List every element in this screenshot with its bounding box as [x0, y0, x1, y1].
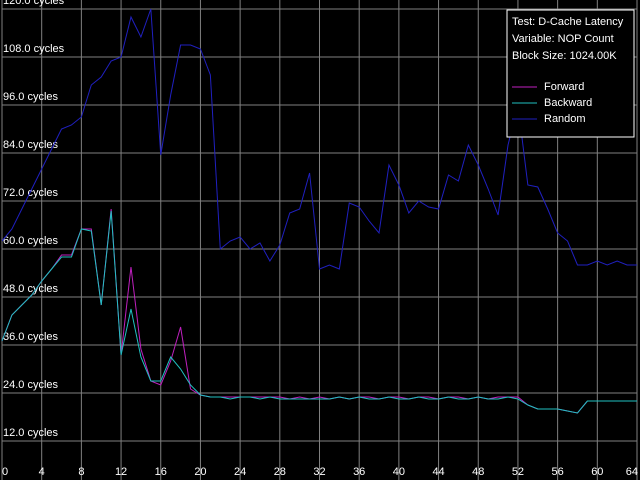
y-tick-label: 84.0 cycles	[3, 139, 59, 151]
legend-label: Backward	[544, 97, 592, 109]
x-tick-label: 4	[39, 466, 45, 478]
x-tick-label: 8	[78, 466, 84, 478]
x-tick-label: 40	[393, 466, 405, 478]
x-tick-label: 0	[2, 466, 8, 478]
data-line	[1, 210, 637, 414]
annotation: Test: D-Cache Latency	[512, 16, 624, 28]
x-tick-label: 48	[472, 466, 484, 478]
x-tick-label: 44	[432, 466, 444, 478]
data-line	[1, 8, 637, 270]
annotation: Block Size: 1024.00K	[512, 50, 617, 62]
legend-label: Random	[544, 113, 586, 125]
legend-label: Forward	[544, 81, 584, 93]
y-tick-label: 24.0 cycles	[3, 379, 59, 391]
x-tick-label: 56	[552, 466, 564, 478]
y-tick-label: 72.0 cycles	[3, 187, 59, 199]
x-tick-label: 28	[274, 466, 286, 478]
x-tick-label: 36	[353, 466, 365, 478]
y-tick-label: 96.0 cycles	[3, 91, 59, 103]
legend: Test: D-Cache Latency Variable: NOP Count…	[506, 9, 635, 138]
y-tick-label: 12.0 cycles	[3, 427, 59, 439]
y-tick-label: 36.0 cycles	[3, 331, 59, 343]
y-tick-label: 60.0 cycles	[3, 235, 59, 247]
legend-box	[506, 9, 635, 138]
x-tick-label: 60	[591, 466, 603, 478]
annotation: Variable: NOP Count	[512, 33, 614, 45]
x-tick-label: 12	[115, 466, 127, 478]
x-tick-label: 52	[512, 466, 524, 478]
x-tick-label: 32	[313, 466, 325, 478]
y-tick-label: 48.0 cycles	[3, 283, 59, 295]
y-tick-label: 120.0 cycles	[3, 0, 65, 7]
x-tick-label: 20	[194, 466, 206, 478]
x-tick-label: 24	[234, 466, 246, 478]
x-tick-label: 64	[626, 466, 638, 478]
x-tick-label: 16	[155, 466, 167, 478]
y-tick-label: 108.0 cycles	[3, 43, 65, 55]
